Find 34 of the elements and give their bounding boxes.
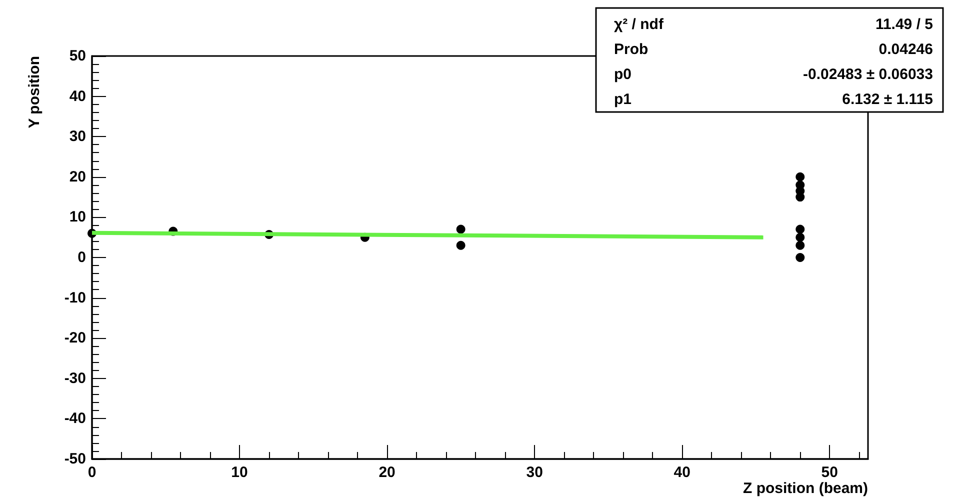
point — [796, 232, 805, 242]
annotation: -0.02483 ± 0.06033 — [802, 66, 933, 83]
x-tick-label: 0 — [88, 464, 96, 481]
y-tick-label: 10 — [69, 208, 86, 226]
annotation: 6.132 ± 1.115 — [842, 91, 933, 108]
y-tick-label: 20 — [69, 168, 86, 186]
x-tick-label: 20 — [378, 464, 396, 481]
point — [456, 240, 466, 250]
annotation: p0 — [614, 66, 632, 83]
point — [796, 253, 805, 262]
y-tick-label: -40 — [64, 410, 86, 428]
y-axis-title: Y position — [26, 56, 43, 128]
annotation: Prob — [614, 41, 648, 58]
x-tick-label: 10 — [231, 464, 248, 481]
y-tick-label: 30 — [69, 128, 86, 146]
x-tick-label: 50 — [821, 464, 838, 481]
y-tick-label: -50 — [64, 450, 86, 468]
x-tick-label: 40 — [674, 464, 690, 481]
x-axis-title: Z position (beam) — [743, 480, 868, 497]
text: 11.49 / 5 — [875, 16, 933, 33]
point — [796, 240, 805, 250]
x-tick-label: 30 — [526, 464, 543, 481]
y-tick-label: 0 — [78, 249, 86, 266]
y-tick-label: -30 — [64, 370, 86, 387]
text: 0.04246 — [878, 41, 933, 58]
annotation: p1 — [614, 91, 632, 108]
y-tick-label: -10 — [64, 289, 86, 306]
y-tick-label: 50 — [69, 48, 86, 64]
point — [456, 224, 466, 234]
y-tick-label: 40 — [69, 88, 86, 105]
point — [796, 172, 805, 182]
text: χ² / ndf — [614, 16, 664, 33]
point — [796, 224, 805, 234]
y-tick-label: -20 — [64, 330, 86, 347]
